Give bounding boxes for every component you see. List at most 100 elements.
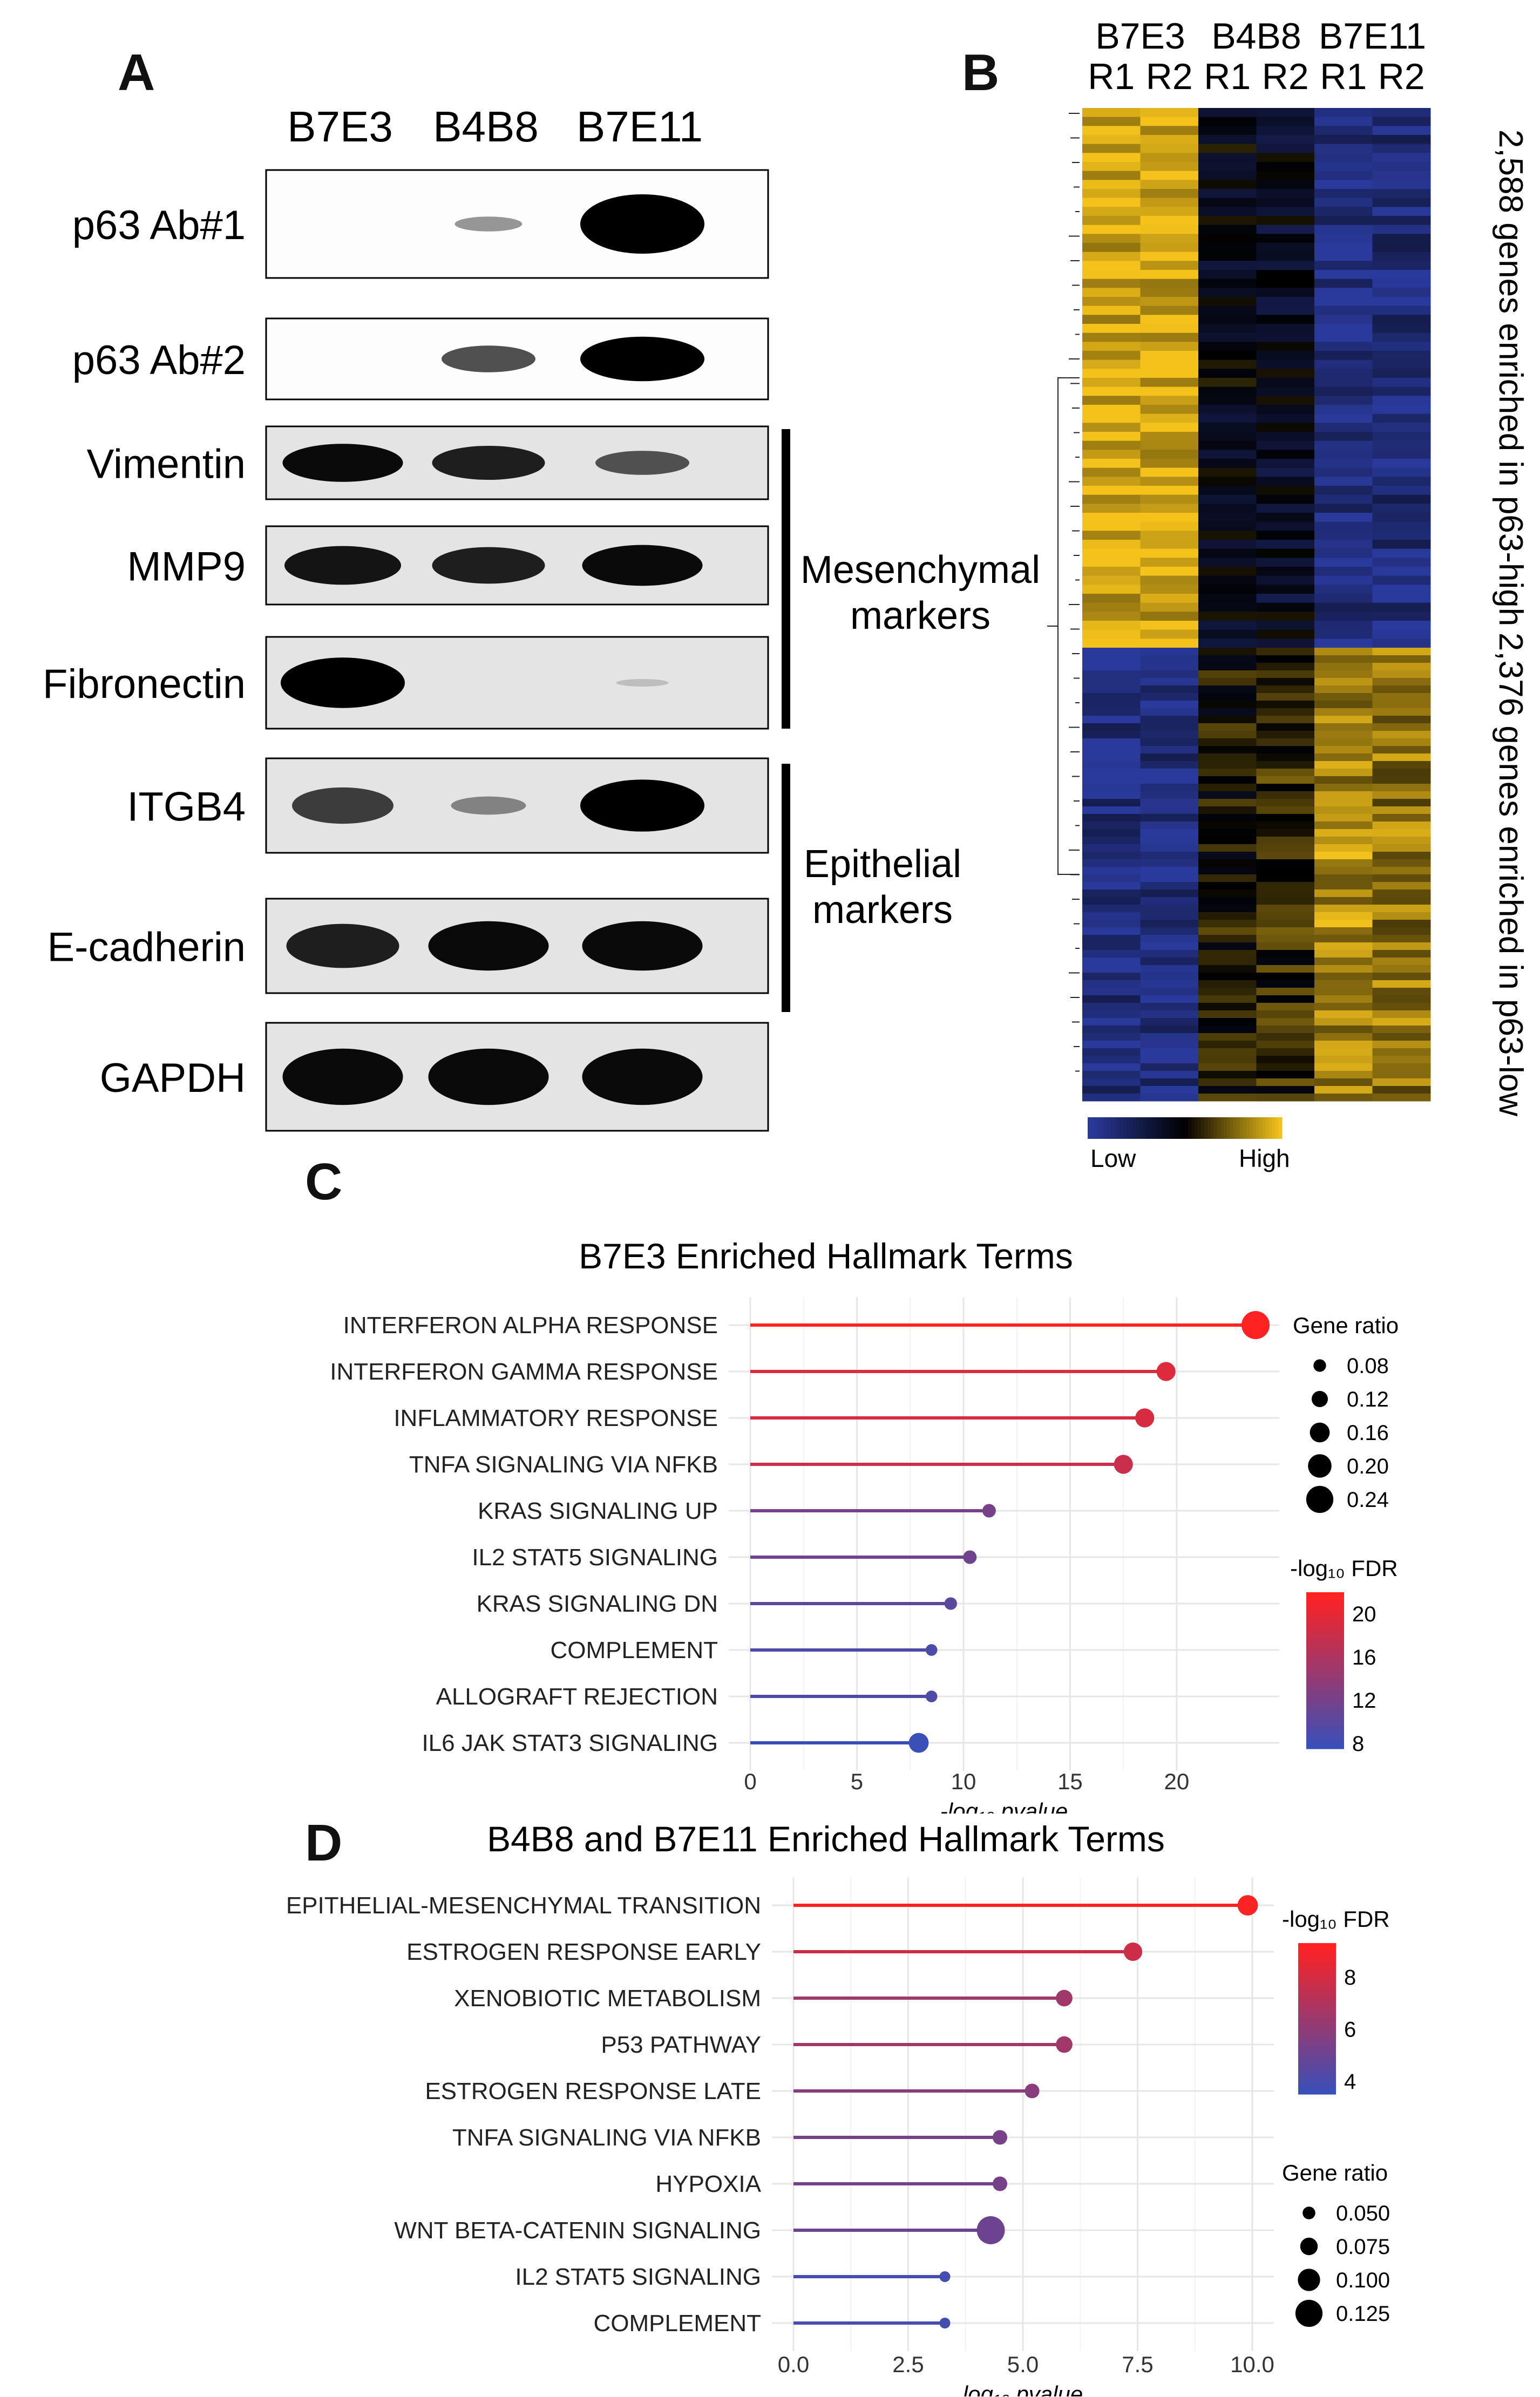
legend-swatch bbox=[1143, 1117, 1146, 1139]
heatmap-cell bbox=[1256, 207, 1315, 216]
size-legend-dot bbox=[1300, 2237, 1318, 2256]
heatmap-cell bbox=[1198, 207, 1257, 216]
replicate-label: R2 bbox=[1262, 56, 1309, 97]
heatmap-cell bbox=[1372, 958, 1431, 966]
legend-swatch bbox=[1279, 1117, 1283, 1139]
heatmap-cell bbox=[1372, 126, 1431, 135]
heatmap-cell bbox=[1140, 738, 1199, 746]
heatmap-cell bbox=[1372, 1003, 1431, 1011]
color-legend-swatch bbox=[1306, 1713, 1344, 1718]
color-legend-swatch bbox=[1306, 1624, 1344, 1628]
heatmap-cell bbox=[1082, 882, 1141, 890]
heatmap-cell bbox=[1314, 486, 1373, 495]
heatmap-cell bbox=[1198, 261, 1257, 270]
heatmap-cell bbox=[1314, 1063, 1373, 1071]
heatmap-cell bbox=[1140, 753, 1199, 762]
heatmap-cell bbox=[1256, 988, 1315, 996]
heatmap-cell bbox=[1082, 1071, 1141, 1079]
heatmap-cell bbox=[1256, 108, 1315, 118]
heatmap-cell bbox=[1082, 806, 1141, 814]
heatmap-cell bbox=[1198, 467, 1257, 477]
replicate-label: R2 bbox=[1378, 56, 1425, 97]
heatmap-cell bbox=[1256, 198, 1315, 207]
heatmap-cell bbox=[1314, 1033, 1373, 1041]
heatmap-cell bbox=[1198, 243, 1257, 253]
legend-swatch bbox=[1088, 1117, 1091, 1139]
heatmap-cell bbox=[1256, 723, 1315, 731]
heatmap-cell bbox=[1082, 594, 1141, 603]
heatmap-cell bbox=[1256, 153, 1315, 162]
color-legend-swatch bbox=[1306, 1619, 1344, 1624]
heatmap-cell bbox=[1256, 1063, 1315, 1071]
legend-swatch bbox=[1250, 1117, 1253, 1139]
heatmap-cell bbox=[1198, 270, 1257, 280]
legend-swatch bbox=[1117, 1117, 1121, 1139]
heatmap-cell bbox=[1372, 1056, 1431, 1064]
heatmap-cell bbox=[1082, 980, 1141, 988]
legend-swatch bbox=[1263, 1117, 1266, 1139]
heatmap-cell bbox=[1314, 359, 1373, 369]
heatmap-cell bbox=[1372, 486, 1431, 495]
lollipop-point bbox=[1123, 1942, 1143, 1961]
heatmap-cell bbox=[1372, 776, 1431, 784]
heatmap-cell bbox=[1372, 288, 1431, 297]
legend-swatch bbox=[1130, 1117, 1134, 1139]
heatmap-cell bbox=[1082, 663, 1141, 671]
category-label: KRAS SIGNALING DN bbox=[477, 1591, 718, 1617]
heatmap-cell bbox=[1314, 958, 1373, 966]
heatmap-cell bbox=[1372, 342, 1431, 351]
legend-swatch bbox=[1146, 1117, 1150, 1139]
heatmap-cell bbox=[1314, 784, 1373, 792]
lollipop-point bbox=[1056, 2036, 1073, 2053]
heatmap-cell bbox=[1372, 806, 1431, 814]
heatmap-cell bbox=[1082, 396, 1141, 405]
heatmap-cell bbox=[1198, 332, 1257, 342]
heatmap-cell bbox=[1372, 867, 1431, 875]
heatmap-cell bbox=[1314, 585, 1373, 594]
heatmap-cell bbox=[1314, 859, 1373, 867]
heatmap-cell bbox=[1140, 655, 1199, 663]
heatmap-cell bbox=[1082, 315, 1141, 324]
heatmap-cell bbox=[1256, 144, 1315, 153]
heatmap-cell bbox=[1314, 685, 1373, 694]
color-legend-swatch bbox=[1306, 1627, 1344, 1632]
heatmap-cell bbox=[1372, 874, 1431, 882]
heatmap-cell bbox=[1082, 670, 1141, 678]
heatmap-cell bbox=[1256, 405, 1315, 415]
category-label: WNT BETA-CATENIN SIGNALING bbox=[394, 2217, 761, 2244]
heatmap-cell bbox=[1372, 261, 1431, 270]
heatmap-cell bbox=[1140, 548, 1199, 558]
heatmap-cell bbox=[1198, 821, 1257, 830]
heatmap-cell bbox=[1256, 575, 1315, 585]
heatmap-cell bbox=[1140, 701, 1199, 709]
heatmap-cell bbox=[1140, 450, 1199, 459]
heatmap-cell bbox=[1256, 513, 1315, 522]
heatmap-cell bbox=[1314, 889, 1373, 898]
heatmap-cell bbox=[1372, 973, 1431, 981]
heatmap-cell bbox=[1198, 942, 1257, 950]
legend-swatch bbox=[1107, 1117, 1111, 1139]
heatmap-cell bbox=[1140, 297, 1199, 307]
heatmap-cell bbox=[1082, 243, 1141, 253]
heatmap-cell bbox=[1256, 521, 1315, 531]
heatmap-cell bbox=[1198, 621, 1257, 630]
heatmap-cell bbox=[1140, 716, 1199, 724]
legend-swatch bbox=[1217, 1117, 1221, 1139]
heatmap-cell bbox=[1140, 575, 1199, 585]
heatmap-cell bbox=[1372, 995, 1431, 1003]
lollipop-point bbox=[1135, 1408, 1155, 1428]
heatmap-cell bbox=[1082, 731, 1141, 739]
heatmap-cell bbox=[1314, 814, 1373, 822]
heatmap-cell bbox=[1082, 965, 1141, 973]
heatmap-cell bbox=[1082, 867, 1141, 875]
color-legend-tick: 16 bbox=[1352, 1646, 1376, 1669]
heatmap-cell bbox=[1372, 965, 1431, 973]
heatmap-cell bbox=[1082, 359, 1141, 369]
heatmap-cell bbox=[1372, 216, 1431, 226]
heatmap-cell bbox=[1256, 180, 1315, 189]
heatmap-cell bbox=[1140, 958, 1199, 966]
color-legend-swatch bbox=[1306, 1608, 1344, 1612]
heatmap-cell bbox=[1140, 585, 1199, 594]
heatmap-cell bbox=[1198, 612, 1257, 621]
heatmap-cell bbox=[1082, 602, 1141, 612]
